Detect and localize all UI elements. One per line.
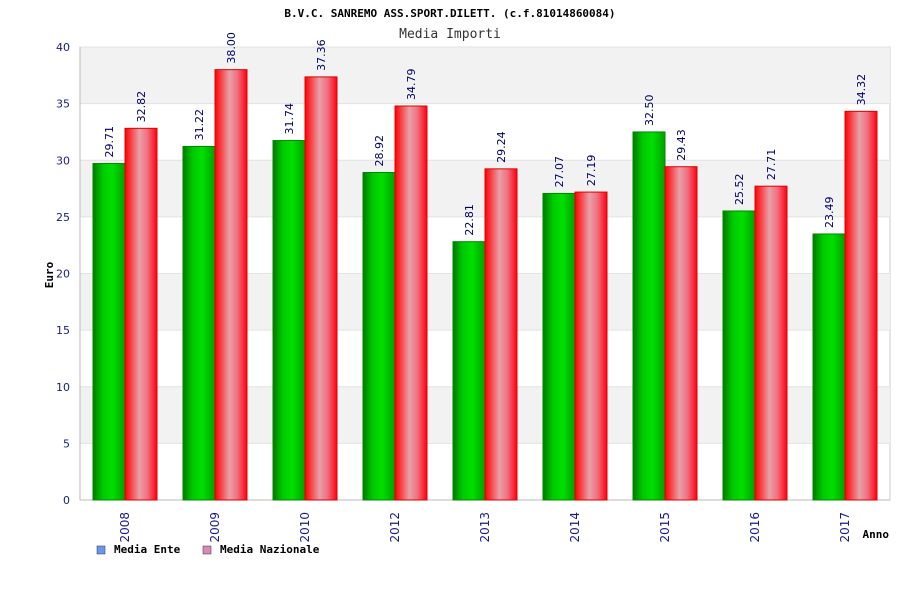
- x-tick-label: 2010: [298, 512, 312, 543]
- value-label: 28.92: [373, 135, 386, 167]
- value-label: 23.49: [823, 196, 836, 228]
- value-label: 32.50: [643, 94, 656, 126]
- value-label: 34.32: [855, 74, 868, 106]
- legend-label-media-nazionale: Media Nazionale: [220, 543, 320, 556]
- x-tick-label: 2008: [118, 512, 132, 543]
- x-axis-label: Anno: [863, 528, 890, 541]
- bar-media-ente-2013: [452, 241, 486, 501]
- legend-swatch-media-nazionale: [202, 545, 212, 555]
- x-axis-ticks: 2008 2009 2010 2012 2013 2014 2015 2016 2017: [118, 512, 852, 543]
- x-tick-label: 2014: [568, 512, 582, 543]
- y-axis-label: Euro: [43, 261, 56, 288]
- bar-media-nazionale-2010: [304, 76, 338, 501]
- y-tick-label: 10: [56, 381, 70, 394]
- bar-media-nazionale-2016: [754, 185, 788, 501]
- y-tick-label: 5: [63, 437, 70, 450]
- y-tick-label: 35: [56, 98, 70, 111]
- x-tick-label: 2012: [388, 512, 402, 543]
- x-tick-label: 2015: [658, 512, 672, 543]
- bar-media-nazionale-2013: [484, 168, 518, 501]
- chart-title: B.V.C. SANREMO ASS.SPORT.DILETT. (c.f.81…: [284, 7, 615, 20]
- value-label: 29.24: [495, 131, 508, 163]
- y-tick-label: 40: [56, 41, 70, 54]
- chart-subtitle: Media Importi: [399, 27, 501, 42]
- bar-media-nazionale-2017: [844, 110, 878, 501]
- y-tick-label: 25: [56, 211, 70, 224]
- y-tick-label: 20: [56, 268, 70, 281]
- value-label: 25.52: [733, 173, 746, 205]
- value-label: 27.71: [765, 149, 778, 181]
- value-label: 31.74: [283, 103, 296, 135]
- legend-label-media-ente: Media Ente: [114, 543, 181, 556]
- value-label: 29.43: [675, 129, 688, 161]
- value-label: 27.07: [553, 156, 566, 188]
- value-label: 32.82: [135, 91, 148, 123]
- bar-media-nazionale-2008: [124, 127, 158, 501]
- value-label: 27.19: [585, 155, 598, 187]
- legend: Media Ente Media Nazionale: [96, 543, 320, 556]
- x-tick-label: 2009: [208, 512, 222, 543]
- grid-band: [80, 47, 890, 104]
- bars: [92, 69, 878, 501]
- value-label: 34.79: [405, 69, 418, 101]
- bar-media-ente-2014: [542, 192, 576, 501]
- value-label: 38.00: [225, 32, 238, 64]
- y-tick-label: 15: [56, 324, 70, 337]
- bar-media-ente-2015: [632, 131, 666, 501]
- x-tick-label: 2013: [478, 512, 492, 543]
- bar-media-ente-2008: [92, 163, 126, 501]
- y-tick-label: 0: [63, 494, 70, 507]
- y-tick-label: 30: [56, 154, 70, 167]
- bar-media-ente-2010: [272, 140, 306, 501]
- bar-media-ente-2016: [722, 210, 756, 501]
- bar-media-ente-2012: [362, 171, 396, 501]
- value-labels: 29.71 32.82 31.22 38.00 31.74 37.36 28.92 34.79…: [103, 32, 868, 236]
- x-tick-label: 2016: [748, 512, 762, 543]
- bar-media-nazionale-2014: [574, 191, 608, 501]
- bar-media-ente-2009: [182, 145, 216, 501]
- value-label: 37.36: [315, 39, 328, 71]
- bar-media-nazionale-2012: [394, 105, 428, 501]
- bar-media-ente-2017: [812, 233, 846, 501]
- y-axis-ticks: 0 5 10 15 20 25 30 35 40: [56, 41, 70, 507]
- value-label: 29.71: [103, 126, 116, 158]
- value-label: 31.22: [193, 109, 206, 141]
- legend-swatch-media-ente: [96, 545, 106, 555]
- bar-media-nazionale-2009: [214, 69, 248, 501]
- value-label: 22.81: [463, 204, 476, 236]
- x-tick-label: 2017: [838, 512, 852, 543]
- bar-media-nazionale-2015: [664, 166, 698, 501]
